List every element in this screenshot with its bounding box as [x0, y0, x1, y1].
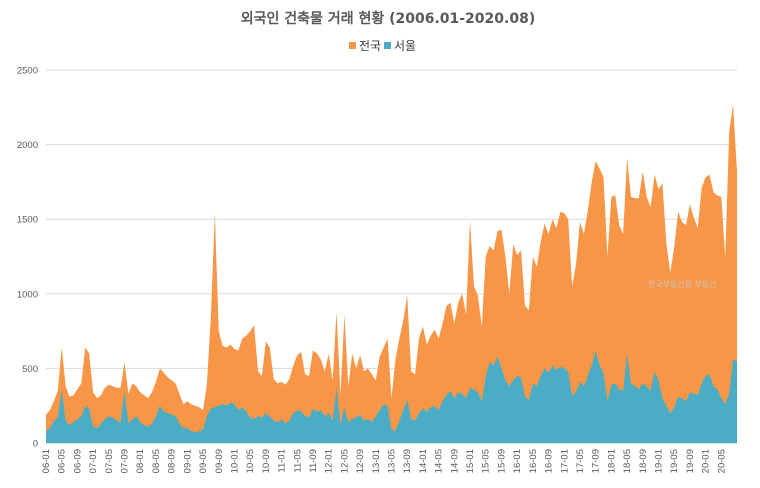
- x-tick-label: 08-01: [135, 449, 146, 473]
- x-tick-label: 13-01: [371, 449, 382, 473]
- series-areas: [46, 104, 737, 443]
- x-tick-label: 07-09: [120, 449, 131, 473]
- x-tick-label: 15-09: [496, 449, 507, 473]
- y-tick-label: 1500: [17, 215, 38, 226]
- y-tick-label: 500: [22, 364, 38, 375]
- chart-title: 외국인 건축물 거래 현황 (2006.01-2020.08): [241, 10, 535, 27]
- x-tick-label: 16-01: [512, 449, 523, 473]
- x-tick-label: 17-09: [591, 449, 602, 473]
- y-tick-label: 0: [33, 439, 38, 450]
- x-tick-label: 16-05: [528, 449, 539, 473]
- x-tick-label: 06-09: [72, 449, 83, 473]
- x-tick-label: 07-05: [104, 449, 115, 473]
- series-area-nationwide: [46, 104, 737, 443]
- x-tick-label: 20-01: [701, 449, 712, 473]
- watermark: 한국부동산원 부동산: [648, 279, 717, 289]
- x-tick-label: 09-09: [214, 449, 225, 473]
- y-tick-label: 2500: [17, 66, 38, 77]
- legend-swatch: [349, 42, 356, 49]
- x-tick-label: 17-05: [575, 449, 586, 473]
- x-tick-label: 11-05: [292, 449, 303, 473]
- x-tick-label: 08-05: [151, 449, 162, 473]
- x-tick-label: 20-05: [716, 449, 727, 473]
- x-tick-label: 14-01: [418, 449, 429, 473]
- legend-label: 서울: [394, 39, 416, 53]
- x-tick-label: 12-01: [324, 449, 335, 473]
- legend-label: 전국: [359, 39, 381, 53]
- x-tick-label: 10-09: [261, 449, 272, 473]
- x-tick-label: 15-05: [481, 449, 492, 473]
- y-tick-label: 1000: [17, 289, 38, 300]
- x-tick-label: 16-09: [544, 449, 555, 473]
- x-tick-label: 12-09: [355, 449, 366, 473]
- x-tick-label: 19-05: [669, 449, 680, 473]
- x-axis: 06-01 06-05 06-09 07-01 07-05 07-09 08-01 08-05…: [41, 449, 727, 473]
- x-tick-label: 09-05: [198, 449, 209, 473]
- x-tick-label: 12-05: [339, 449, 350, 473]
- x-tick-label: 19-01: [653, 449, 664, 473]
- x-tick-label: 10-01: [229, 449, 240, 473]
- x-tick-label: 13-05: [387, 449, 398, 473]
- series-area-seoul: [46, 350, 737, 443]
- x-tick-label: 06-01: [41, 449, 52, 473]
- x-tick-label: 14-05: [434, 449, 445, 473]
- x-tick-label: 10-05: [245, 449, 256, 473]
- x-tick-label: 18-05: [622, 449, 633, 473]
- legend-swatch: [384, 42, 391, 49]
- x-tick-label: 13-09: [402, 449, 413, 473]
- x-tick-label: 11-01: [277, 449, 288, 473]
- x-tick-label: 19-09: [685, 449, 696, 473]
- x-tick-label: 17-01: [559, 449, 570, 473]
- x-tick-label: 07-01: [88, 449, 99, 473]
- x-tick-label: 06-05: [57, 449, 68, 473]
- x-tick-label: 09-01: [182, 449, 193, 473]
- x-tick-label: 08-09: [167, 449, 178, 473]
- x-tick-label: 18-09: [638, 449, 649, 473]
- legend: 전국 서울: [349, 39, 416, 53]
- y-tick-label: 2000: [17, 140, 38, 151]
- x-tick-label: 15-01: [465, 449, 476, 473]
- x-tick-label: 14-09: [449, 449, 460, 473]
- x-tick-label: 18-01: [606, 449, 617, 473]
- y-axis: 0 500 1000 1500 2000 2500: [17, 66, 38, 450]
- x-tick-label: 11-09: [308, 449, 319, 473]
